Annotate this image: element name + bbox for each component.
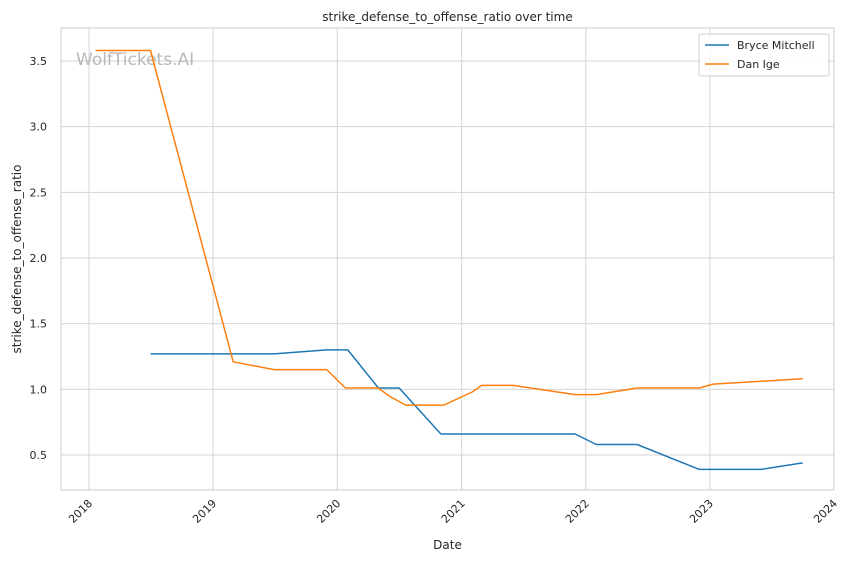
x-axis-label: Date — [433, 538, 462, 552]
legend-box — [698, 33, 830, 77]
y-axis-label: strike_defense_to_offense_ratio — [10, 165, 24, 354]
series-line-bryce-mitchell — [150, 349, 803, 471]
y-tick-label: 2.5 — [30, 186, 48, 199]
chart-title: strike_defense_to_offense_ratio over tim… — [322, 10, 572, 24]
series-line-dan-ige — [95, 49, 803, 406]
legend-label: Dan Ige — [737, 58, 780, 71]
legend-items: Bryce Mitchell Dan Ige — [705, 39, 815, 71]
legend-label: Bryce Mitchell — [737, 39, 815, 52]
plot-frame — [60, 27, 835, 491]
legend: Bryce Mitchell Dan Ige — [698, 33, 830, 77]
y-tick-label: 1.0 — [30, 383, 48, 396]
y-tick-label: 0.5 — [30, 449, 48, 462]
y-tick-label: 1.5 — [30, 318, 48, 331]
y-tick-label: 2.0 — [30, 252, 48, 265]
y-tick-label: 3.5 — [30, 55, 48, 68]
series-lines — [95, 49, 803, 471]
y-tick-labels: 0.5 1.0 1.5 2.0 2.5 3.0 3.5 — [30, 55, 48, 462]
y-tick-label: 3.0 — [30, 121, 48, 134]
watermark-text: WolfTickets.AI — [76, 50, 194, 70]
